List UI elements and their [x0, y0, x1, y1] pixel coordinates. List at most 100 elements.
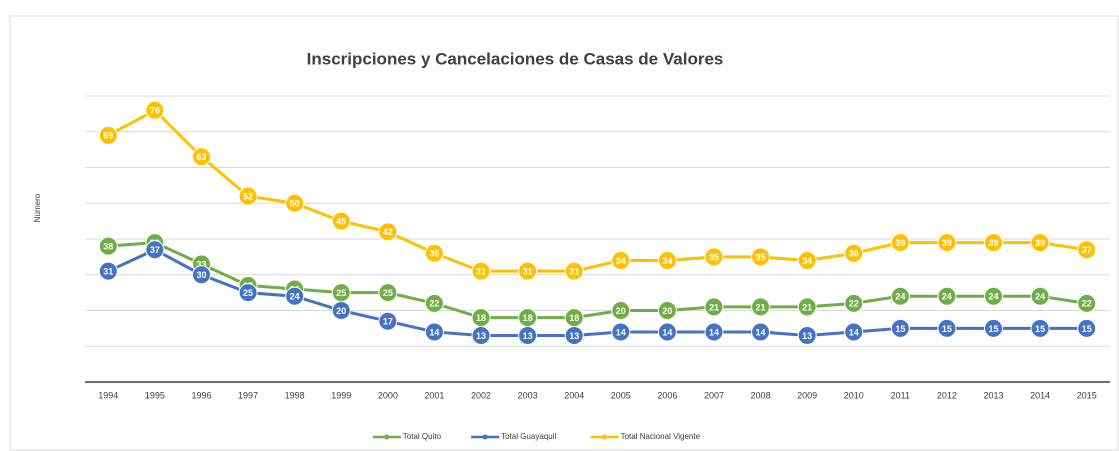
point — [984, 286, 1004, 306]
data-label: 14 — [756, 327, 766, 337]
point — [751, 247, 771, 267]
legend-label: Total Guayaquil — [501, 432, 556, 441]
data-label: 14 — [662, 327, 672, 337]
data-label: 24 — [942, 292, 952, 302]
x-tick-label: 2008 — [751, 390, 771, 400]
legend-item: Total Nacional Vigente — [590, 432, 701, 441]
x-tick-label: 2007 — [704, 390, 724, 400]
data-label: 69 — [103, 131, 113, 141]
data-label: 34 — [802, 256, 812, 266]
legend-label: Total Nacional Vigente — [621, 432, 701, 441]
point — [564, 261, 584, 281]
data-label: 15 — [989, 324, 999, 334]
data-label: 37 — [150, 245, 160, 255]
point — [518, 326, 538, 346]
data-label: 31 — [476, 267, 486, 277]
data-label: 24 — [1035, 292, 1045, 302]
data-label: 42 — [383, 227, 393, 237]
data-label: 39 — [942, 238, 952, 248]
point — [285, 193, 305, 213]
data-label: 21 — [756, 302, 766, 312]
x-tick-label: 2005 — [611, 390, 631, 400]
data-label: 14 — [709, 327, 719, 337]
y-axis-label: Número — [33, 193, 42, 222]
point — [844, 293, 864, 313]
data-label: 20 — [616, 306, 626, 316]
point — [751, 297, 771, 317]
point — [1077, 318, 1097, 338]
data-label: 37 — [1082, 245, 1092, 255]
x-tick-label: 2004 — [564, 390, 584, 400]
data-label: 38 — [103, 242, 113, 252]
data-label: 18 — [476, 313, 486, 323]
data-label: 20 — [336, 306, 346, 316]
x-tick-label: 1994 — [98, 390, 118, 400]
point — [1030, 318, 1050, 338]
data-label: 13 — [569, 331, 579, 341]
series-line — [108, 241, 1087, 320]
x-tick-label: 2002 — [471, 390, 491, 400]
legend-label: Total Quito — [403, 432, 442, 441]
point — [611, 322, 631, 342]
data-label: 25 — [336, 288, 346, 298]
point — [657, 250, 677, 270]
point — [331, 211, 351, 231]
point — [145, 100, 165, 120]
point — [145, 240, 165, 260]
legend-item: Total Guayaquil — [471, 432, 556, 441]
point — [285, 286, 305, 306]
data-label: 33 — [196, 259, 206, 269]
point — [1030, 233, 1050, 253]
data-label: 21 — [802, 302, 812, 312]
x-tick-label: 2006 — [657, 390, 677, 400]
point — [611, 250, 631, 270]
point — [937, 233, 957, 253]
legend-marker — [602, 434, 608, 440]
data-label: 18 — [569, 313, 579, 323]
point — [751, 322, 771, 342]
point — [937, 286, 957, 306]
point — [937, 318, 957, 338]
point — [984, 318, 1004, 338]
data-label: 14 — [849, 327, 859, 337]
data-label: 52 — [243, 191, 253, 201]
data-label: 15 — [1082, 324, 1092, 334]
point — [191, 265, 211, 285]
data-label: 45 — [336, 217, 346, 227]
point — [890, 286, 910, 306]
data-label: 24 — [290, 292, 300, 302]
data-label: 39 — [989, 238, 999, 248]
data-label: 24 — [895, 292, 905, 302]
point — [890, 233, 910, 253]
point — [331, 301, 351, 320]
x-tick-label: 1999 — [331, 390, 351, 400]
point — [471, 326, 491, 346]
data-label: 22 — [849, 299, 859, 309]
data-label: 50 — [290, 199, 300, 209]
data-label: 22 — [1082, 299, 1092, 309]
point — [424, 243, 444, 263]
x-tick-label: 1995 — [145, 390, 165, 400]
point — [98, 125, 118, 145]
point — [797, 297, 817, 317]
point — [704, 297, 724, 317]
data-label: 39 — [895, 238, 905, 248]
x-tick-label: 2012 — [937, 390, 957, 400]
x-tick-label: 2010 — [844, 390, 864, 400]
data-label: 14 — [429, 327, 439, 337]
point — [378, 222, 398, 242]
data-label: 14 — [616, 327, 626, 337]
data-label: 34 — [616, 256, 626, 266]
legend-marker — [482, 434, 488, 440]
point — [984, 233, 1004, 253]
point — [238, 283, 258, 303]
chart-frame — [9, 15, 1119, 451]
point — [191, 147, 211, 167]
point — [797, 326, 817, 346]
data-label: 35 — [709, 252, 719, 262]
point — [1077, 240, 1097, 260]
data-label: 13 — [476, 331, 486, 341]
chart-title: Inscripciones y Cancelaciones de Casas d… — [307, 49, 724, 68]
data-label: 31 — [103, 267, 113, 277]
